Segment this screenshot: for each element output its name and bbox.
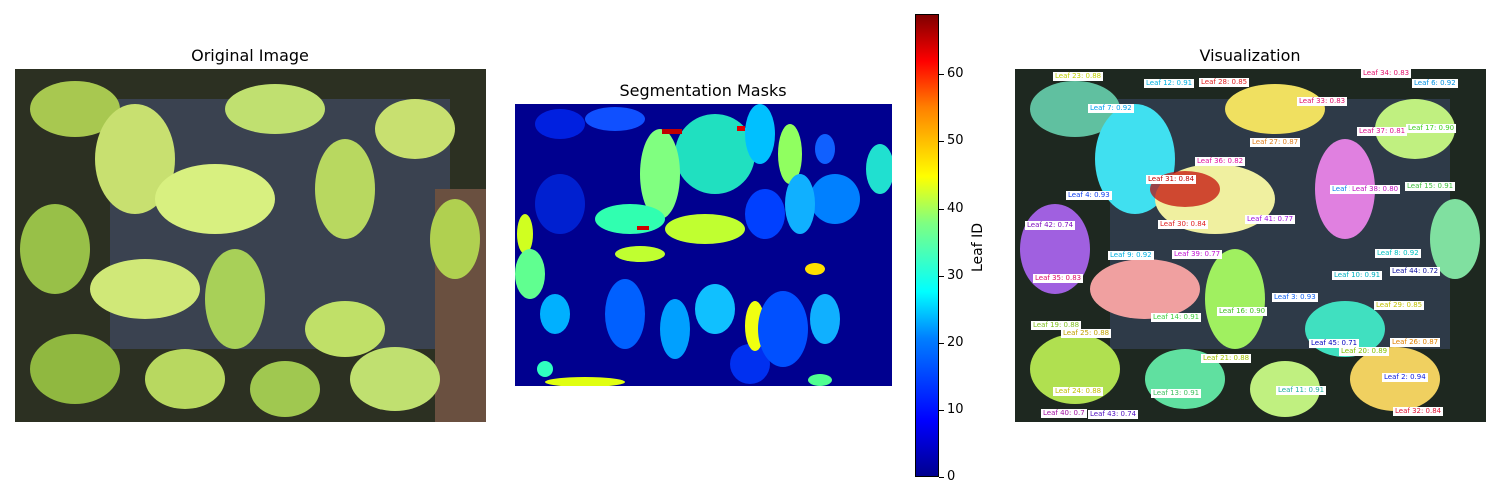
colorbar-tick-label: 40 [947,200,964,216]
leaf-label: Leaf 27: 0.87 [1250,138,1301,147]
leaf-label: Leaf 32: 0.84 [1393,407,1444,416]
leaf-label: Leaf 9: 0.92 [1108,251,1154,260]
leaf-label: Leaf 30: 0.84 [1158,220,1209,229]
colorbar-tick-mark [939,342,944,344]
leaf-label: Leaf 3: 0.93 [1272,293,1318,302]
leaf-label: Leaf 37: 0.81 [1357,127,1408,136]
leaf-label: Leaf 14: 0.91 [1151,313,1202,322]
leaf-label: Leaf 5: 0 [1330,185,1365,194]
leaf-label: Leaf 25: 0.88 [1061,329,1112,338]
leaf-label: Leaf 26: 0.87 [1390,338,1441,347]
leaf-label: Leaf 42: 0.74 [1025,221,1076,230]
leaf-label: Leaf 33: 0.83 [1297,97,1348,106]
leaf-label: Leaf 44: 0.72 [1390,267,1441,276]
leaf-label: Leaf 10: 0.91 [1332,271,1383,280]
segmentation-masks-title: Segmentation Masks [619,81,787,100]
leaf-label: Leaf 17: 0.90 [1406,124,1457,133]
colorbar-tick-label: 30 [947,267,964,283]
colorbar-tick-label: 60 [947,66,964,82]
leaf-label: Leaf 28: 0.85 [1199,78,1250,87]
leaf-label: Leaf 39: 0.77 [1172,250,1223,259]
colorbar-tick-mark [939,141,944,143]
leaf-label: Leaf 41: 0.77 [1245,215,1296,224]
leaf-label: Leaf 7: 0.92 [1088,104,1134,113]
colorbar-tick-mark [939,477,944,478]
leaf-label: Leaf 23: 0.88 [1053,72,1104,81]
segmentation-mask-image [515,104,892,386]
leaf-label: Leaf 12: 0.91 [1144,79,1195,88]
leaf-label: Leaf 29: 0.85 [1374,301,1425,310]
colorbar-tick-mark [939,409,944,411]
leaf-label: Leaf 6: 0.92 [1412,79,1458,88]
colorbar-tick-mark [939,275,944,277]
colorbar-tick-label: 20 [947,334,964,350]
leaf-label: Leaf 4: 0.93 [1066,191,1112,200]
leaf-label: Leaf 2: 0.94 [1382,373,1428,382]
leaf-label: Leaf 19: 0.88 [1031,321,1082,330]
leaf-label: Leaf 11: 0.91 [1276,386,1327,395]
leaf-label: Leaf 34: 0.83 [1361,69,1412,78]
colorbar-tick-label: 0 [947,469,956,484]
leaf-label: Leaf 20: 0.89 [1339,347,1390,356]
original-image [15,69,486,422]
colorbar-tick-label: 50 [947,133,964,149]
leaf-label: Leaf 31: 0.84 [1146,175,1197,184]
leaf-label: Leaf 35: 0.83 [1033,274,1084,283]
original-image-title: Original Image [191,46,309,65]
colorbar-tick-mark [939,74,944,76]
leaf-label: Leaf 15: 0.91 [1405,182,1456,191]
leaf-label: Leaf 24: 0.88 [1053,387,1104,396]
leaf-label: Leaf 45: 0.71 [1309,339,1360,348]
leaf-label: Leaf 13: 0.91 [1151,389,1202,398]
leaf-label: Leaf 21: 0.88 [1201,354,1252,363]
leaf-label: Leaf 16: 0.90 [1217,307,1268,316]
visualization-title: Visualization [1199,46,1301,65]
leaf-label: Leaf 43: 0.74 [1088,410,1139,419]
leaf-label: Leaf 36: 0.82 [1195,157,1246,166]
colorbar-label: Leaf ID [970,222,986,272]
colorbar [915,14,939,477]
leaf-label: Leaf 8: 0.92 [1375,249,1421,258]
colorbar-tick-label: 10 [947,401,964,417]
visualization-image [1015,69,1486,422]
leaf-label: Leaf 38: 0.80 [1350,185,1401,194]
leaf-label: Leaf 40: 0.7 [1041,409,1087,418]
colorbar-tick-mark [939,208,944,210]
